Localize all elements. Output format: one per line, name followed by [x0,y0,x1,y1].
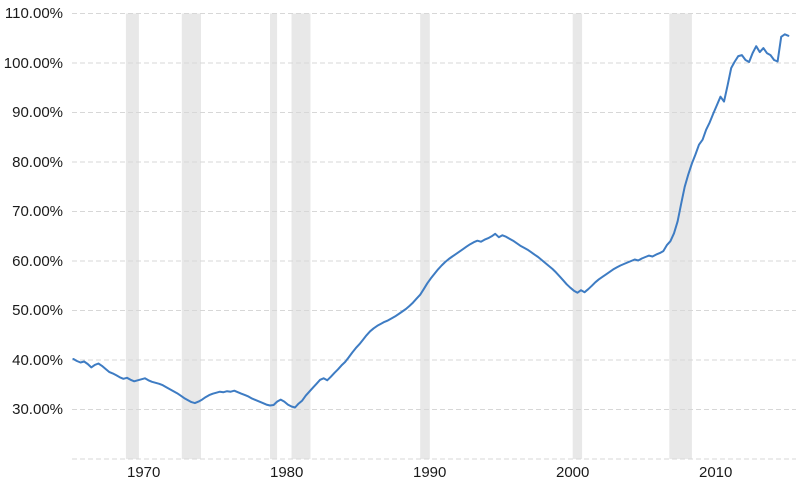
recession-band [181,13,201,459]
y-axis-tick-label: 50.00% [12,302,63,319]
x-axis-tick-label: 2000 [556,464,590,481]
recession-band [270,13,278,459]
x-axis-tick-label: 1990 [413,464,447,481]
y-axis-tick-label: 110.00% [4,5,63,22]
y-axis-tick-label: 70.00% [12,203,63,220]
recession-band [669,13,692,459]
y-axis-tick-label: 100.00% [3,54,63,72]
y-axis-tick-label: 90.00% [12,104,63,121]
x-axis-tick-label: 2010 [699,464,733,481]
y-axis-tick-label: 30.00% [12,401,63,418]
recession-band [572,13,583,459]
y-axis-tick-label: 60.00% [12,252,63,270]
recession-band [291,13,311,459]
recession-band [125,13,139,459]
y-axis-tick-label: 80.00% [12,153,63,171]
y-axis-tick-label: 40.00% [12,351,63,369]
x-axis-tick-label: 1980 [270,464,304,481]
x-axis-tick-label: 1970 [127,464,161,481]
debt-to-gdp-line[interactable] [72,33,790,409]
recession-band [420,13,430,459]
